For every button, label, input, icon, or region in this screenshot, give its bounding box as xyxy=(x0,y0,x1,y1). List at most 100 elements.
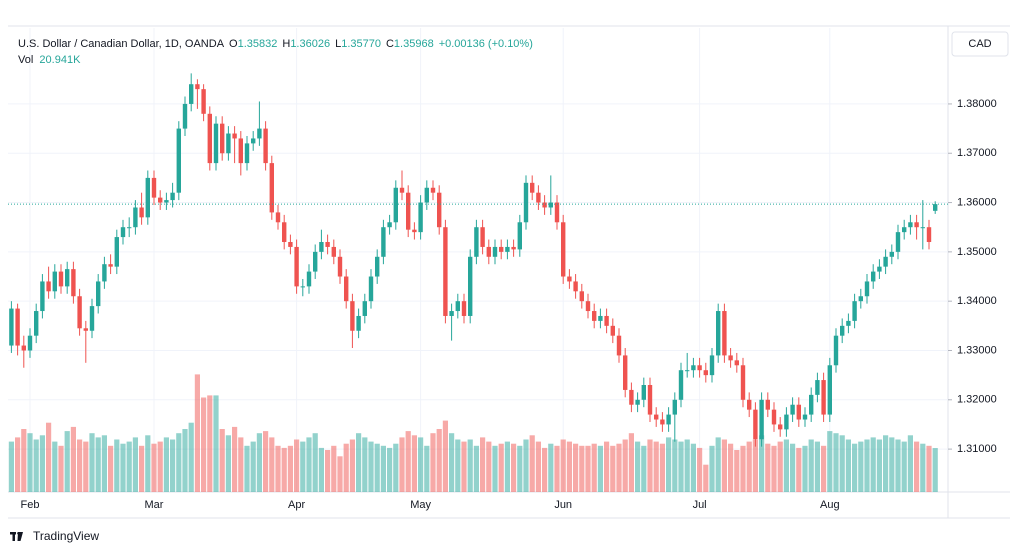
volume-bar xyxy=(46,422,52,492)
volume-bar xyxy=(182,429,188,492)
volume-bar xyxy=(585,445,591,492)
volume-bar xyxy=(666,437,672,492)
volume-bar xyxy=(914,441,920,492)
volume-bar xyxy=(901,441,907,492)
candle-body xyxy=(40,281,45,312)
volume-bar xyxy=(796,447,802,492)
volume-bar xyxy=(418,437,424,492)
volume-bar xyxy=(560,439,566,492)
candle-body xyxy=(350,301,355,331)
candle-body xyxy=(170,192,175,201)
volume-bar xyxy=(461,441,467,492)
candle-body xyxy=(337,256,343,277)
candle-body xyxy=(375,256,380,277)
volume-bar xyxy=(27,433,33,492)
candle-body xyxy=(790,404,795,415)
candle-body xyxy=(728,355,733,361)
volume-bar xyxy=(95,437,101,492)
volume-bar xyxy=(399,437,405,492)
volume-bar xyxy=(814,441,820,492)
volume-bar xyxy=(157,441,163,492)
volume-bar xyxy=(145,435,151,492)
candle-body xyxy=(319,242,324,252)
candle-body xyxy=(480,227,485,247)
volume-bar xyxy=(709,445,715,492)
candle-body xyxy=(864,281,870,297)
candle-body xyxy=(449,311,454,316)
candle-body xyxy=(548,202,553,208)
candle-body xyxy=(908,222,913,228)
candle-body xyxy=(926,227,932,243)
x-tick-label: Apr xyxy=(288,499,305,511)
candle-body xyxy=(151,177,157,198)
volume-bar xyxy=(77,439,83,492)
candle-body xyxy=(654,414,659,420)
candle-body xyxy=(573,281,578,292)
candle-body xyxy=(96,281,101,307)
candle-body xyxy=(27,335,33,351)
candle-body xyxy=(102,264,107,282)
ohlc-key: H xyxy=(282,38,291,50)
y-tick-label: 1.35000 xyxy=(957,246,997,258)
volume-bar xyxy=(827,431,833,492)
volume-bar xyxy=(318,447,324,492)
candle-body xyxy=(331,246,336,257)
volume-bar xyxy=(597,445,603,492)
candle-body xyxy=(784,414,789,430)
candle-body xyxy=(641,384,646,400)
volume-bar xyxy=(170,439,176,492)
candle-body xyxy=(871,271,876,282)
candle-body xyxy=(127,227,132,229)
volume-bar xyxy=(907,435,913,492)
candle-body xyxy=(821,380,826,415)
branding[interactable]: TradingView xyxy=(33,529,99,543)
volume-bar xyxy=(64,431,70,492)
volume-bar xyxy=(895,439,901,492)
candle-body xyxy=(139,207,144,218)
x-tick-label: Mar xyxy=(145,499,164,511)
symbol-line: U.S. Dollar / Canadian Dollar, 1D, OANDA… xyxy=(18,36,533,52)
volume-bar xyxy=(108,445,114,492)
volume-bar xyxy=(300,441,306,492)
candle-body xyxy=(877,266,882,272)
candle-body xyxy=(933,204,938,211)
candle-body xyxy=(740,365,746,400)
x-tick-label: Aug xyxy=(820,499,840,511)
candle-body xyxy=(65,269,70,287)
volume-bar xyxy=(176,433,182,492)
volume-bar xyxy=(610,445,616,492)
candle-body xyxy=(244,143,250,164)
candle-body xyxy=(189,84,194,104)
volume-label: Vol xyxy=(18,54,34,66)
volume-bar xyxy=(213,395,219,492)
volume-bar xyxy=(430,433,436,492)
candle-body xyxy=(251,138,256,144)
candle-body xyxy=(89,306,95,331)
candle-body xyxy=(176,128,181,193)
volume-bar xyxy=(839,435,845,492)
candle-body xyxy=(9,308,14,346)
candle-body xyxy=(220,123,225,154)
candle-body xyxy=(356,315,361,331)
volume-bar xyxy=(219,429,225,492)
volume-bar xyxy=(728,443,734,492)
volume-bar xyxy=(802,445,808,492)
volume-bar xyxy=(883,435,889,492)
candle-body xyxy=(238,138,243,164)
volume-bar xyxy=(480,437,486,492)
candle-body xyxy=(920,227,925,229)
currency[interactable]: CAD xyxy=(968,38,991,50)
candle-body xyxy=(492,246,498,257)
candle-body xyxy=(511,246,516,250)
candle-body xyxy=(523,182,529,223)
volume-bar xyxy=(635,441,641,492)
y-tick-label: 1.38000 xyxy=(957,98,997,110)
candle-body xyxy=(778,424,783,430)
candle-body xyxy=(623,355,628,390)
currency-box[interactable] xyxy=(951,31,1009,57)
symbol[interactable]: U.S. Dollar / Canadian Dollar, 1D, OANDA xyxy=(18,38,225,50)
candle-body xyxy=(114,237,119,267)
candle-body xyxy=(288,242,293,247)
candle-body xyxy=(306,271,312,287)
volume-pane xyxy=(8,374,938,492)
